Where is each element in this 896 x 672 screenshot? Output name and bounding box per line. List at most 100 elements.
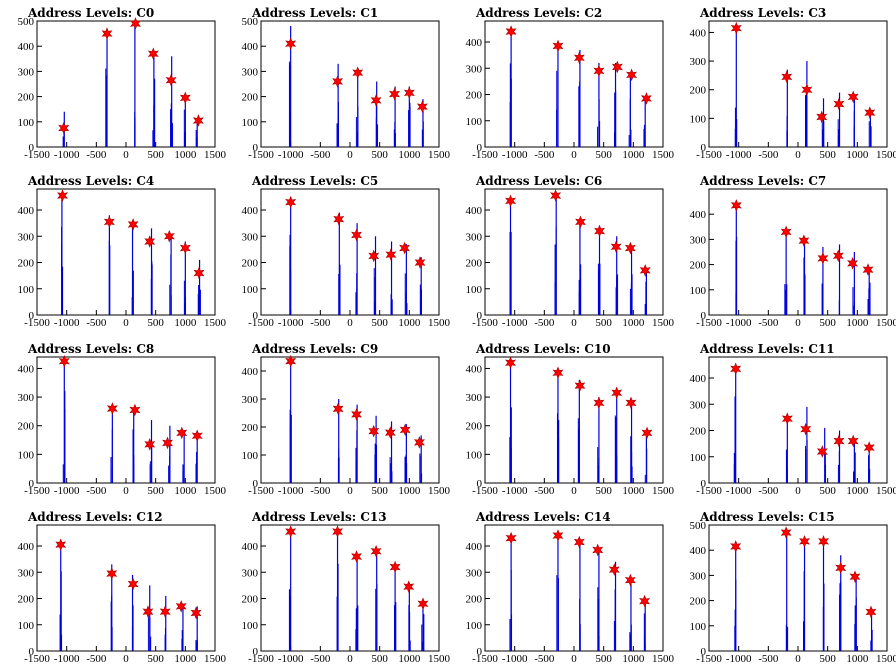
x-tick-label: 0 [123, 317, 129, 329]
x-tick-label: 0 [347, 149, 353, 161]
peak-marker [162, 436, 174, 450]
panel-c0: Address Levels: C00100200300400500-1500-… [18, 6, 227, 161]
peak-marker [389, 560, 401, 574]
x-tick-label: -500 [86, 149, 107, 161]
x-tick-label: 1000 [846, 149, 869, 161]
peak-marker [625, 396, 637, 410]
peak-marker [332, 525, 344, 538]
x-tick-label: 0 [123, 485, 129, 497]
peak-marker [816, 445, 828, 458]
x-tick-label: 1000 [398, 317, 421, 329]
y-tick-label: 200 [242, 422, 259, 434]
y-tick-label: 400 [690, 209, 707, 221]
peak-marker [505, 25, 517, 38]
peak-marker [190, 606, 202, 620]
y-tick-label: 300 [690, 234, 707, 246]
peak-marker [147, 47, 159, 61]
panel-c1: Address Levels: C10100200300400500-1500-… [242, 6, 451, 161]
peak-marker [863, 441, 875, 454]
peak-marker [575, 215, 587, 229]
x-tick-label: 0 [571, 485, 577, 497]
plot-frame [260, 188, 440, 316]
peak-marker [351, 408, 362, 421]
x-tick-label: 1000 [174, 653, 197, 665]
y-tick-label: 100 [690, 452, 707, 464]
x-tick-label: 500 [147, 653, 164, 665]
peak-marker [370, 94, 382, 107]
x-tick-label: -1000 [278, 485, 304, 497]
peak-marker [552, 366, 564, 380]
x-tick-label: 500 [371, 653, 388, 665]
peak-marker [385, 248, 397, 261]
y-tick-label: 100 [466, 116, 483, 128]
x-tick-label: -1000 [54, 485, 80, 497]
panel-title: Address Levels: C7 [699, 174, 826, 188]
panel-title: Address Levels: C4 [27, 174, 154, 188]
x-tick-label: -500 [86, 653, 107, 665]
peak-marker [862, 263, 874, 276]
peak-marker [594, 224, 605, 238]
peak-marker [608, 563, 620, 576]
plot-frame [484, 188, 664, 316]
x-tick-label: 500 [147, 317, 164, 329]
peak-marker [58, 355, 70, 368]
x-tick-label: 1000 [622, 653, 645, 665]
x-tick-label: 1000 [174, 317, 197, 329]
peak-marker [55, 538, 67, 552]
x-tick-label: 500 [819, 149, 836, 161]
x-tick-label: -1000 [54, 317, 80, 329]
panel-title: Address Levels: C1 [251, 6, 378, 20]
y-tick-label: 200 [18, 258, 35, 270]
peak-marker [833, 434, 845, 448]
x-tick-label: 500 [595, 149, 612, 161]
panel-c3: Address Levels: C3 0 100 200 300 400 -1500 -100… [690, 6, 896, 161]
x-tick-label: 1500 [652, 653, 675, 665]
x-tick-label: -1500 [696, 149, 722, 161]
x-tick-label: -500 [758, 317, 779, 329]
peak-marker [639, 594, 651, 608]
y-tick-label: 200 [466, 90, 483, 102]
x-tick-label: 500 [371, 317, 388, 329]
y-tick-label: 0 [701, 310, 707, 322]
peak-marker [847, 256, 858, 270]
x-tick-label: -1000 [502, 653, 528, 665]
x-tick-label: 0 [571, 149, 577, 161]
x-tick-label: 500 [819, 485, 836, 497]
panel-c5: Address Levels: C5 0 100 200 300 400 -1500 -100… [242, 174, 451, 329]
x-tick-label: -1000 [502, 317, 528, 329]
peak-marker [573, 51, 585, 65]
peak-marker [388, 87, 401, 101]
y-tick-label: 100 [18, 284, 35, 296]
x-tick-label: 1500 [204, 485, 227, 497]
y-tick-label: 0 [253, 646, 259, 658]
peak-marker [57, 189, 69, 202]
y-tick-label: 200 [242, 258, 259, 270]
peak-marker [58, 121, 70, 135]
y-tick-label: 0 [253, 142, 259, 154]
x-tick-label: -1000 [726, 485, 752, 497]
peak-marker [640, 92, 652, 105]
y-tick-label: 200 [242, 594, 259, 606]
y-tick-label: 0 [29, 646, 35, 658]
peak-marker [574, 379, 586, 392]
panel-title: Address Levels: C6 [475, 174, 602, 188]
x-tick-label: 500 [595, 317, 612, 329]
y-tick-label: 100 [18, 117, 35, 129]
x-tick-label: 1000 [398, 149, 421, 161]
x-tick-label: -500 [310, 317, 331, 329]
x-tick-label: 1000 [846, 317, 869, 329]
x-tick-label: 500 [371, 485, 388, 497]
peak-marker [552, 39, 564, 53]
x-tick-label: 500 [595, 653, 612, 665]
y-tick-label: 0 [477, 646, 483, 658]
y-tick-label: 0 [477, 142, 483, 154]
peak-marker [144, 235, 156, 248]
peak-marker [285, 37, 297, 51]
y-tick-label: 100 [466, 620, 483, 632]
peak-marker [191, 429, 203, 443]
x-tick-label: 1500 [204, 653, 227, 665]
y-tick-label: 300 [690, 570, 707, 582]
plot-frame [260, 356, 440, 484]
y-tick-label: 300 [466, 392, 483, 404]
